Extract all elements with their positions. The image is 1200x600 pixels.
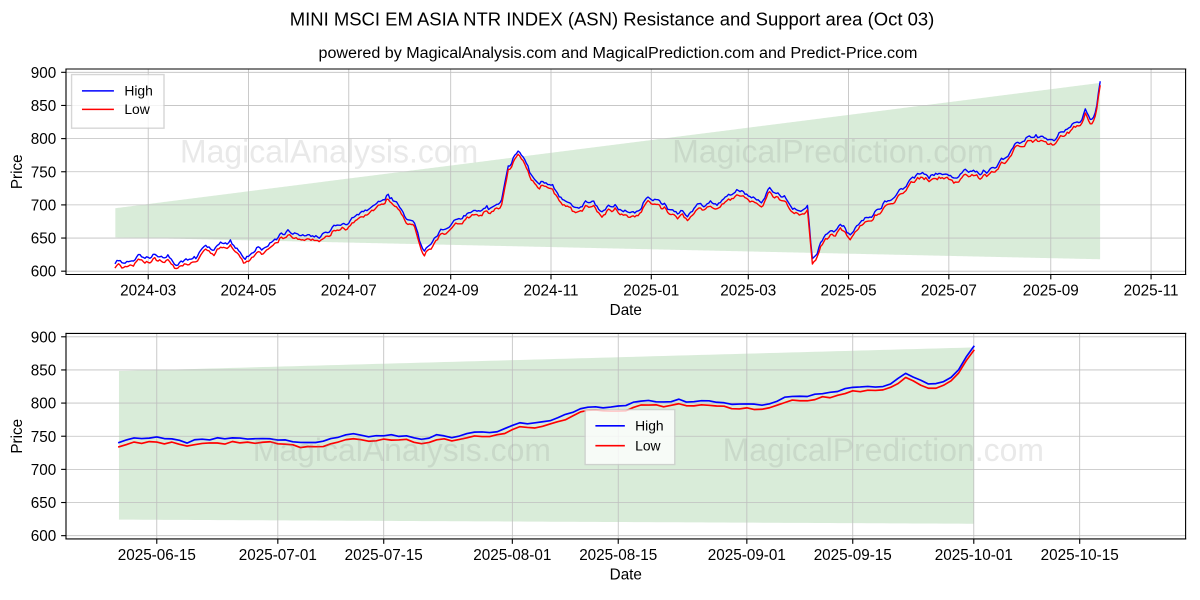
svg-text:Low: Low [635, 438, 661, 454]
svg-text:700: 700 [31, 462, 56, 479]
svg-text:650: 650 [31, 495, 56, 512]
svg-text:2025-07-15: 2025-07-15 [345, 547, 423, 564]
svg-text:Date: Date [610, 567, 642, 584]
svg-text:850: 850 [31, 362, 56, 379]
svg-text:900: 900 [31, 329, 56, 346]
svg-text:750: 750 [31, 164, 56, 181]
svg-text:2024-05: 2024-05 [220, 282, 276, 299]
svg-text:2025-09-01: 2025-09-01 [708, 547, 786, 564]
svg-text:High: High [124, 83, 153, 99]
svg-text:2024-03: 2024-03 [120, 282, 176, 299]
svg-text:2025-08-01: 2025-08-01 [473, 547, 551, 564]
svg-text:MagicalPrediction.com: MagicalPrediction.com [672, 134, 993, 170]
svg-text:2025-09: 2025-09 [1023, 282, 1079, 299]
svg-text:Price: Price [9, 419, 26, 454]
svg-text:800: 800 [31, 131, 56, 148]
svg-text:MagicalAnalysis.com: MagicalAnalysis.com [180, 134, 478, 170]
svg-text:Date: Date [610, 302, 642, 319]
svg-text:700: 700 [31, 197, 56, 214]
svg-text:600: 600 [31, 528, 56, 545]
svg-text:Low: Low [124, 101, 150, 117]
svg-text:600: 600 [31, 264, 56, 281]
svg-text:2025-07-01: 2025-07-01 [239, 547, 317, 564]
svg-text:2025-06-15: 2025-06-15 [118, 547, 196, 564]
svg-text:2025-10-15: 2025-10-15 [1041, 547, 1119, 564]
svg-text:2025-09-15: 2025-09-15 [814, 547, 892, 564]
svg-text:900: 900 [31, 65, 56, 82]
svg-text:2025-08-15: 2025-08-15 [579, 547, 657, 564]
svg-text:650: 650 [31, 231, 56, 248]
svg-text:2025-03: 2025-03 [720, 282, 776, 299]
svg-text:Price: Price [9, 154, 26, 189]
svg-text:2025-07: 2025-07 [921, 282, 977, 299]
svg-text:2025-01: 2025-01 [623, 282, 679, 299]
svg-text:2025-10-01: 2025-10-01 [935, 547, 1013, 564]
svg-text:2025-11: 2025-11 [1124, 282, 1179, 299]
svg-text:2025-05: 2025-05 [821, 282, 877, 299]
svg-text:750: 750 [31, 429, 56, 446]
svg-text:2024-11: 2024-11 [524, 282, 579, 299]
svg-text:MagicalAnalysis.com: MagicalAnalysis.com [253, 432, 551, 468]
svg-text:2024-07: 2024-07 [321, 282, 377, 299]
svg-text:MagicalPrediction.com: MagicalPrediction.com [723, 432, 1044, 468]
svg-text:MINI MSCI EM ASIA NTR INDEX (A: MINI MSCI EM ASIA NTR INDEX (ASN) Resist… [290, 8, 935, 29]
svg-text:High: High [635, 418, 664, 434]
svg-text:2024-09: 2024-09 [423, 282, 479, 299]
svg-text:powered by MagicalAnalysis.com: powered by MagicalAnalysis.com and Magic… [318, 44, 917, 62]
svg-text:800: 800 [31, 396, 56, 413]
svg-text:850: 850 [31, 98, 56, 115]
